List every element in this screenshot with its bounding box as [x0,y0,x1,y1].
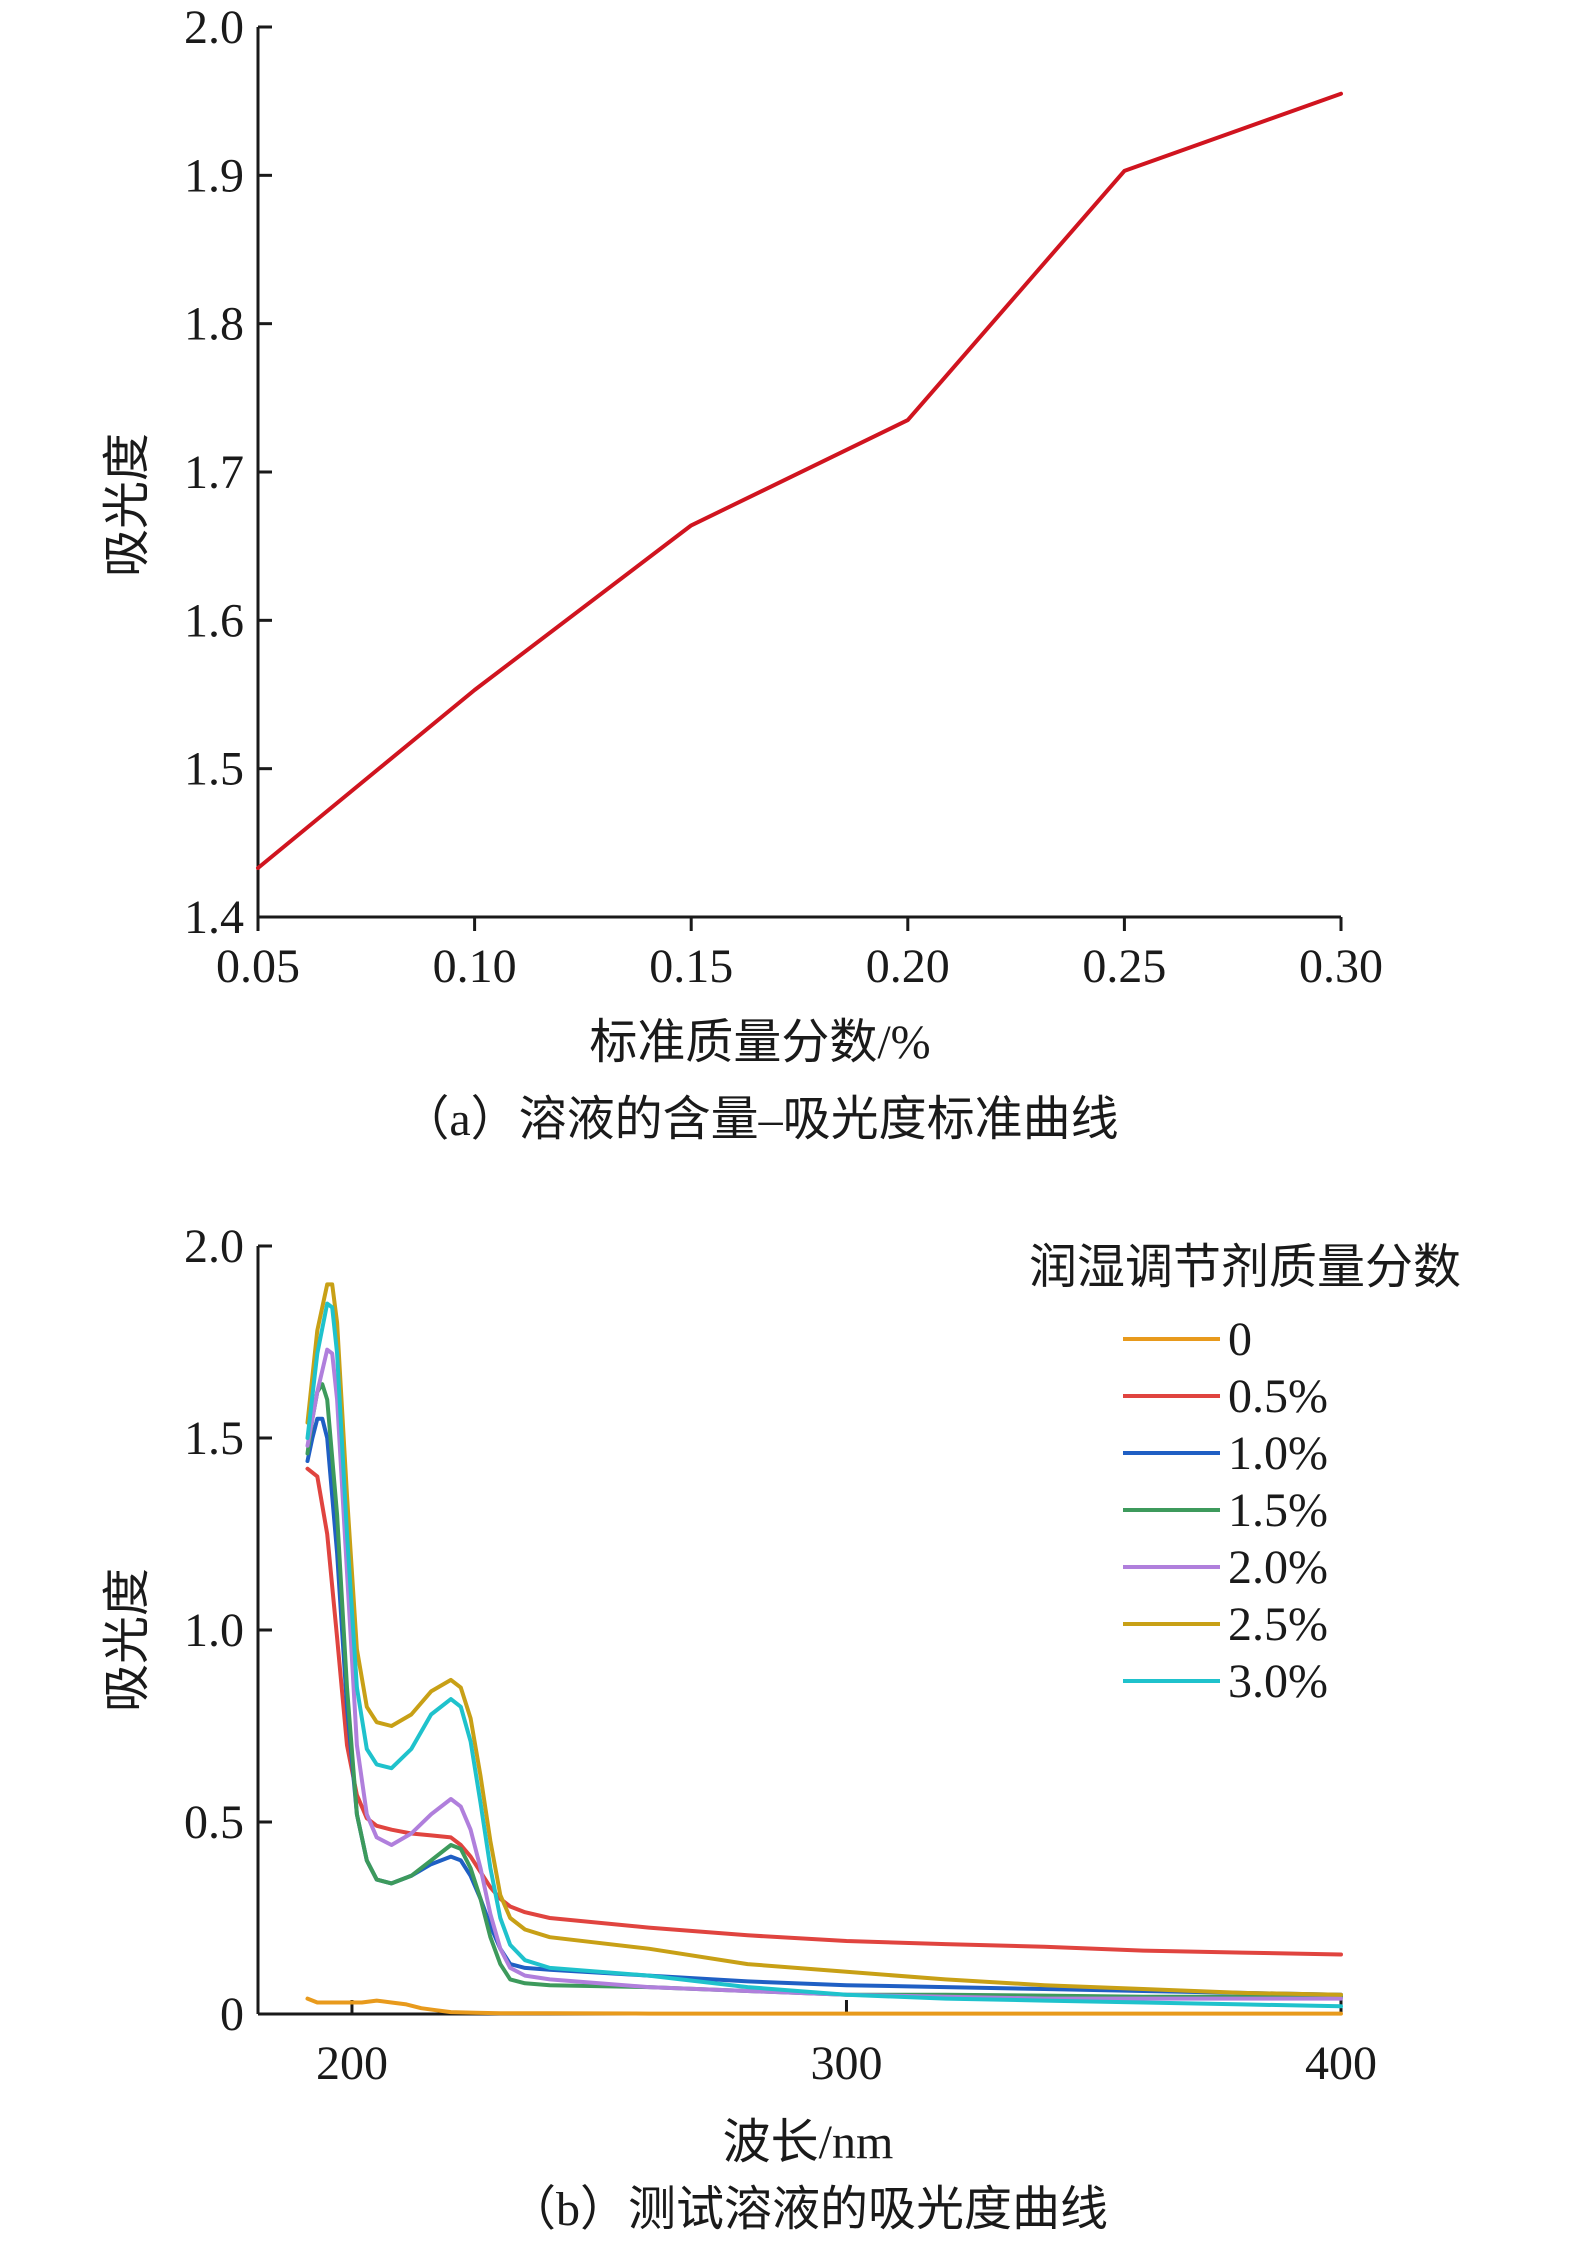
chart-b-legend: 00.5%1.0%1.5%2.0%2.5%3.0% [1123,1313,1328,1708]
chart-a-x-ticks: 0.05 0.10 0.15 0.20 0.25 0.30 [216,917,1383,993]
chart-b-series-line-2.5pct [305,1282,1343,1997]
chart-a-y-tick-label: 1.7 [184,446,244,499]
chart-b-x-tick-label: 400 [1305,2037,1377,2090]
chart-a-y-tick-label: 1.5 [184,743,244,796]
legend-entry-label: 2.5% [1228,1598,1328,1651]
chart-b-y-tick-label: 0.5 [184,1796,244,1849]
chart-a-y-tick-label: 1.8 [184,298,244,351]
legend-entry-label: 0.5% [1228,1370,1328,1423]
chart-a-x-tick-label: 0.05 [216,940,300,993]
chart-b-x-tick-label: 300 [810,2037,882,2090]
chart-a-x-tick-label: 0.15 [649,940,733,993]
chart-a-x-tick-label: 0.30 [1299,940,1383,993]
chart-b-legend-title: 润湿调节剂质量分数 [1029,1241,1461,1294]
chart-b-series-line-3.0pct [305,1301,1343,2009]
chart-b-series [305,1282,1343,2016]
chart-a-x-tick-label: 0.10 [433,940,517,993]
chart-a-y-tick-label: 1.4 [184,891,244,944]
legend-entry-label: 1.0% [1228,1427,1328,1480]
chart-b-y-tick-label: 2.0 [184,1220,244,1273]
legend-entry-label: 3.0% [1228,1655,1328,1708]
chart-b-x-label: 波长/nm [723,2116,894,2169]
chart-b-y-ticks: 0 0.5 1.0 1.5 2.0 [184,1220,272,2041]
chart-a-series [256,91,1343,870]
chart-a-y-tick-label: 2.0 [184,1,244,54]
chart-b-series-line-2.0pct [305,1347,1343,2001]
chart-b-x-ticks: 200 300 400 [316,2000,1377,2090]
chart-a-y-label: 吸光度 [101,433,154,577]
chart-a-y-ticks: 1.4 1.5 1.6 1.7 1.8 1.9 2.0 [184,1,272,944]
chart-b-y-tick-label: 0 [220,1988,244,2041]
chart-b-x-tick-label: 200 [316,2037,388,2090]
chart-a-y-tick-label: 1.6 [184,594,244,647]
chart-a-caption: （a）溶液的含量–吸光度标准曲线 [401,1093,1118,1146]
chart-b-absorbance-curves: 00.51.01.52.0 200 300 400 润湿调节剂质量分数 00.5%1… [101,1220,1461,2236]
chart-a-x-label: 标准质量分数/% [589,1016,930,1069]
chart-a-y-tick-label: 1.9 [184,149,244,202]
chart-b-series-line-0 [305,1996,1343,2016]
chart-a-standard-curve: 1.41.51.61.71.81.92.0 0.05 0.10 0.15 0.20 0.… [101,1,1383,1146]
chart-a-series-line-0 [256,91,1343,870]
legend-entry-label: 0 [1228,1313,1252,1366]
legend-entry-label: 2.0% [1228,1541,1328,1594]
chart-b-y-tick-label: 1.5 [184,1412,244,1465]
chart-b-caption: （b）测试溶液的吸光度曲线 [508,2183,1108,2236]
chart-b-y-label: 吸光度 [101,1568,154,1712]
chart-a-x-tick-label: 0.20 [866,940,950,993]
legend-entry-label: 1.5% [1228,1484,1328,1537]
chart-b-series-line-1.0pct [305,1416,1343,1997]
chart-b-y-tick-label: 1.0 [184,1604,244,1657]
chart-a-x-tick-label: 0.25 [1082,940,1166,993]
